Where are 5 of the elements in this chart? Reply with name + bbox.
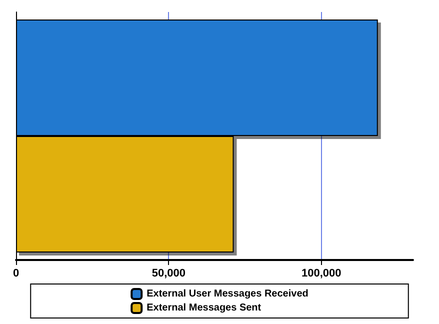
x-tick-label: 100,000	[302, 268, 342, 280]
x-tick-label: 50,000	[152, 268, 186, 280]
legend-label: External Messages Sent	[146, 302, 262, 314]
x-tick-label: 0	[12, 268, 20, 280]
legend-label: External User Messages Received	[146, 288, 308, 300]
